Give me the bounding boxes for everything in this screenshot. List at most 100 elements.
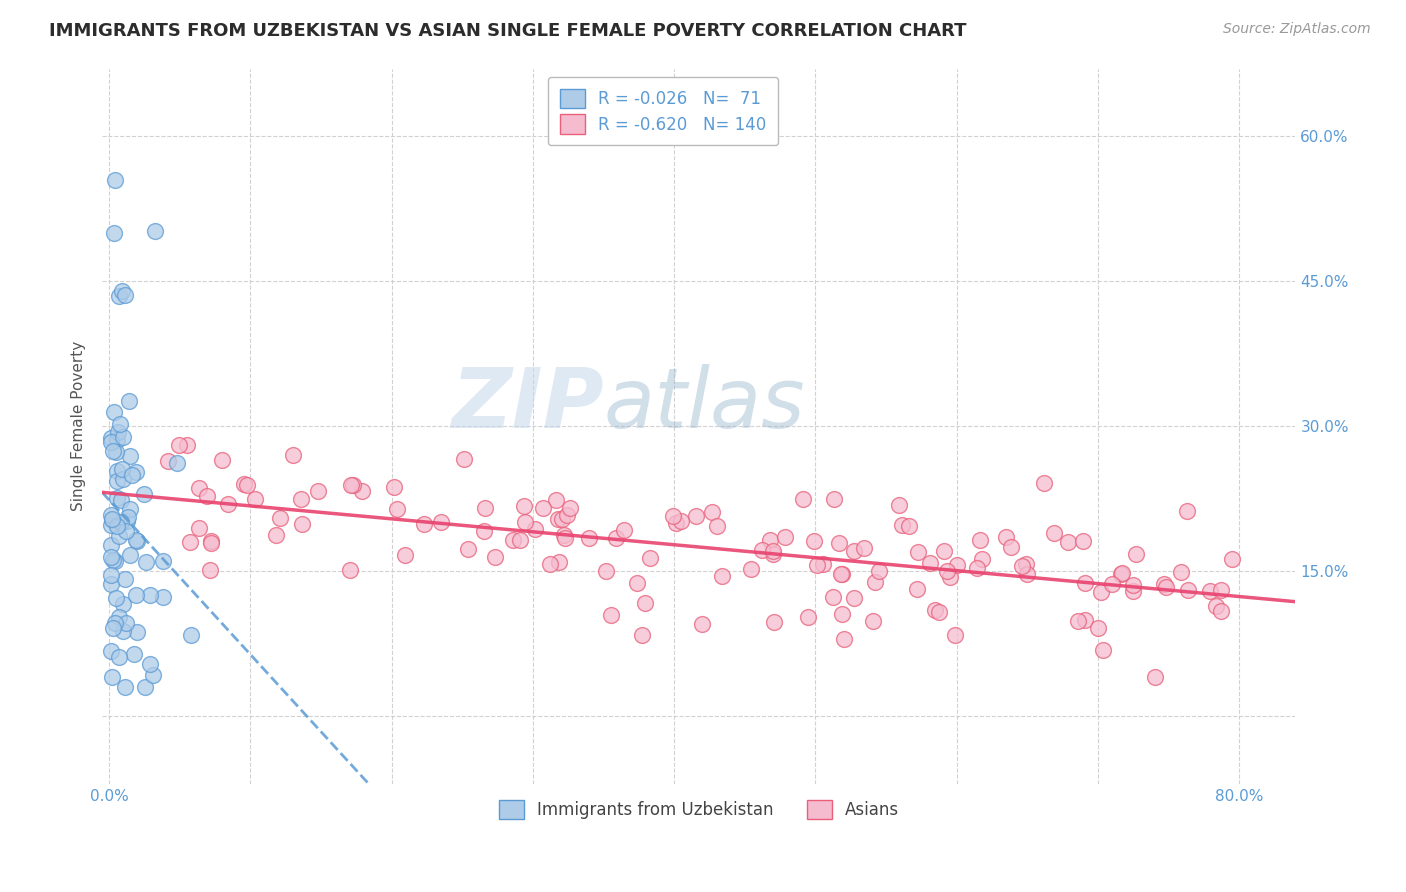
Point [946, 558, 969, 573]
Point [152, 553, 174, 567]
Point [120, 449, 142, 463]
Point [863, 575, 886, 590]
Point [100, 577, 122, 591]
Point [994, 530, 1017, 544]
Point [110, 493, 132, 508]
Point [281, 448, 304, 462]
Point [430, 515, 453, 529]
Point [512, 499, 534, 513]
Point [108, 609, 131, 624]
Point [117, 510, 139, 524]
Point [112, 598, 135, 612]
Point [803, 534, 825, 549]
Point [638, 551, 661, 566]
Point [269, 510, 291, 524]
Point [108, 529, 131, 543]
Point [1000, 540, 1022, 554]
Point [112, 430, 135, 444]
Point [200, 536, 222, 550]
Point [198, 563, 221, 577]
Point [1125, 548, 1147, 562]
Point [1056, 535, 1078, 549]
Point [217, 497, 239, 511]
Point [887, 498, 910, 512]
Point [108, 288, 131, 302]
Point [665, 516, 688, 531]
Point [100, 538, 122, 552]
Point [100, 549, 122, 564]
Point [1170, 565, 1192, 579]
Point [547, 556, 569, 570]
Point [1011, 558, 1033, 573]
Point [531, 501, 554, 516]
Point [100, 567, 122, 582]
Point [595, 564, 617, 578]
Point [1091, 642, 1114, 657]
Point [1033, 476, 1056, 491]
Point [118, 394, 141, 409]
Point [100, 644, 122, 658]
Point [1074, 613, 1097, 627]
Point [115, 514, 138, 528]
Point [166, 456, 188, 470]
Point [928, 605, 950, 619]
Point [515, 515, 537, 529]
Point [853, 541, 876, 556]
Point [188, 521, 211, 535]
Point [1043, 526, 1066, 541]
Point [832, 632, 855, 646]
Point [751, 542, 773, 557]
Point [105, 434, 128, 448]
Point [1101, 577, 1123, 591]
Point [105, 474, 128, 488]
Point [124, 465, 146, 479]
Point [634, 596, 657, 610]
Point [1122, 584, 1144, 599]
Point [385, 502, 408, 516]
Point [939, 570, 962, 584]
Point [972, 552, 994, 566]
Point [101, 513, 124, 527]
Point [125, 588, 148, 602]
Point [830, 567, 852, 582]
Point [759, 533, 782, 547]
Point [111, 462, 134, 476]
Point [101, 670, 124, 684]
Point [1175, 504, 1198, 518]
Point [692, 617, 714, 632]
Point [792, 492, 814, 507]
Point [868, 564, 890, 578]
Point [1067, 614, 1090, 628]
Point [509, 533, 531, 548]
Point [1090, 584, 1112, 599]
Point [139, 657, 162, 671]
Point [773, 530, 796, 544]
Point [538, 557, 561, 571]
Point [891, 517, 914, 532]
Point [195, 489, 218, 503]
Point [547, 512, 569, 526]
Point [862, 614, 884, 628]
Point [100, 508, 122, 523]
Point [1015, 557, 1038, 571]
Point [114, 615, 136, 630]
Point [524, 522, 547, 536]
Y-axis label: Single Female Poverty: Single Female Poverty [72, 341, 86, 511]
Point [1199, 584, 1222, 599]
Point [176, 438, 198, 452]
Point [114, 288, 136, 302]
Point [474, 524, 496, 538]
Point [394, 549, 416, 563]
Point [125, 533, 148, 548]
Point [943, 627, 966, 641]
Point [211, 453, 233, 467]
Point [1177, 583, 1199, 598]
Point [142, 668, 165, 682]
Point [290, 491, 312, 506]
Point [706, 518, 728, 533]
Point [307, 483, 329, 498]
Point [1015, 566, 1038, 581]
Point [907, 544, 929, 558]
Point [600, 607, 623, 622]
Point [474, 501, 496, 516]
